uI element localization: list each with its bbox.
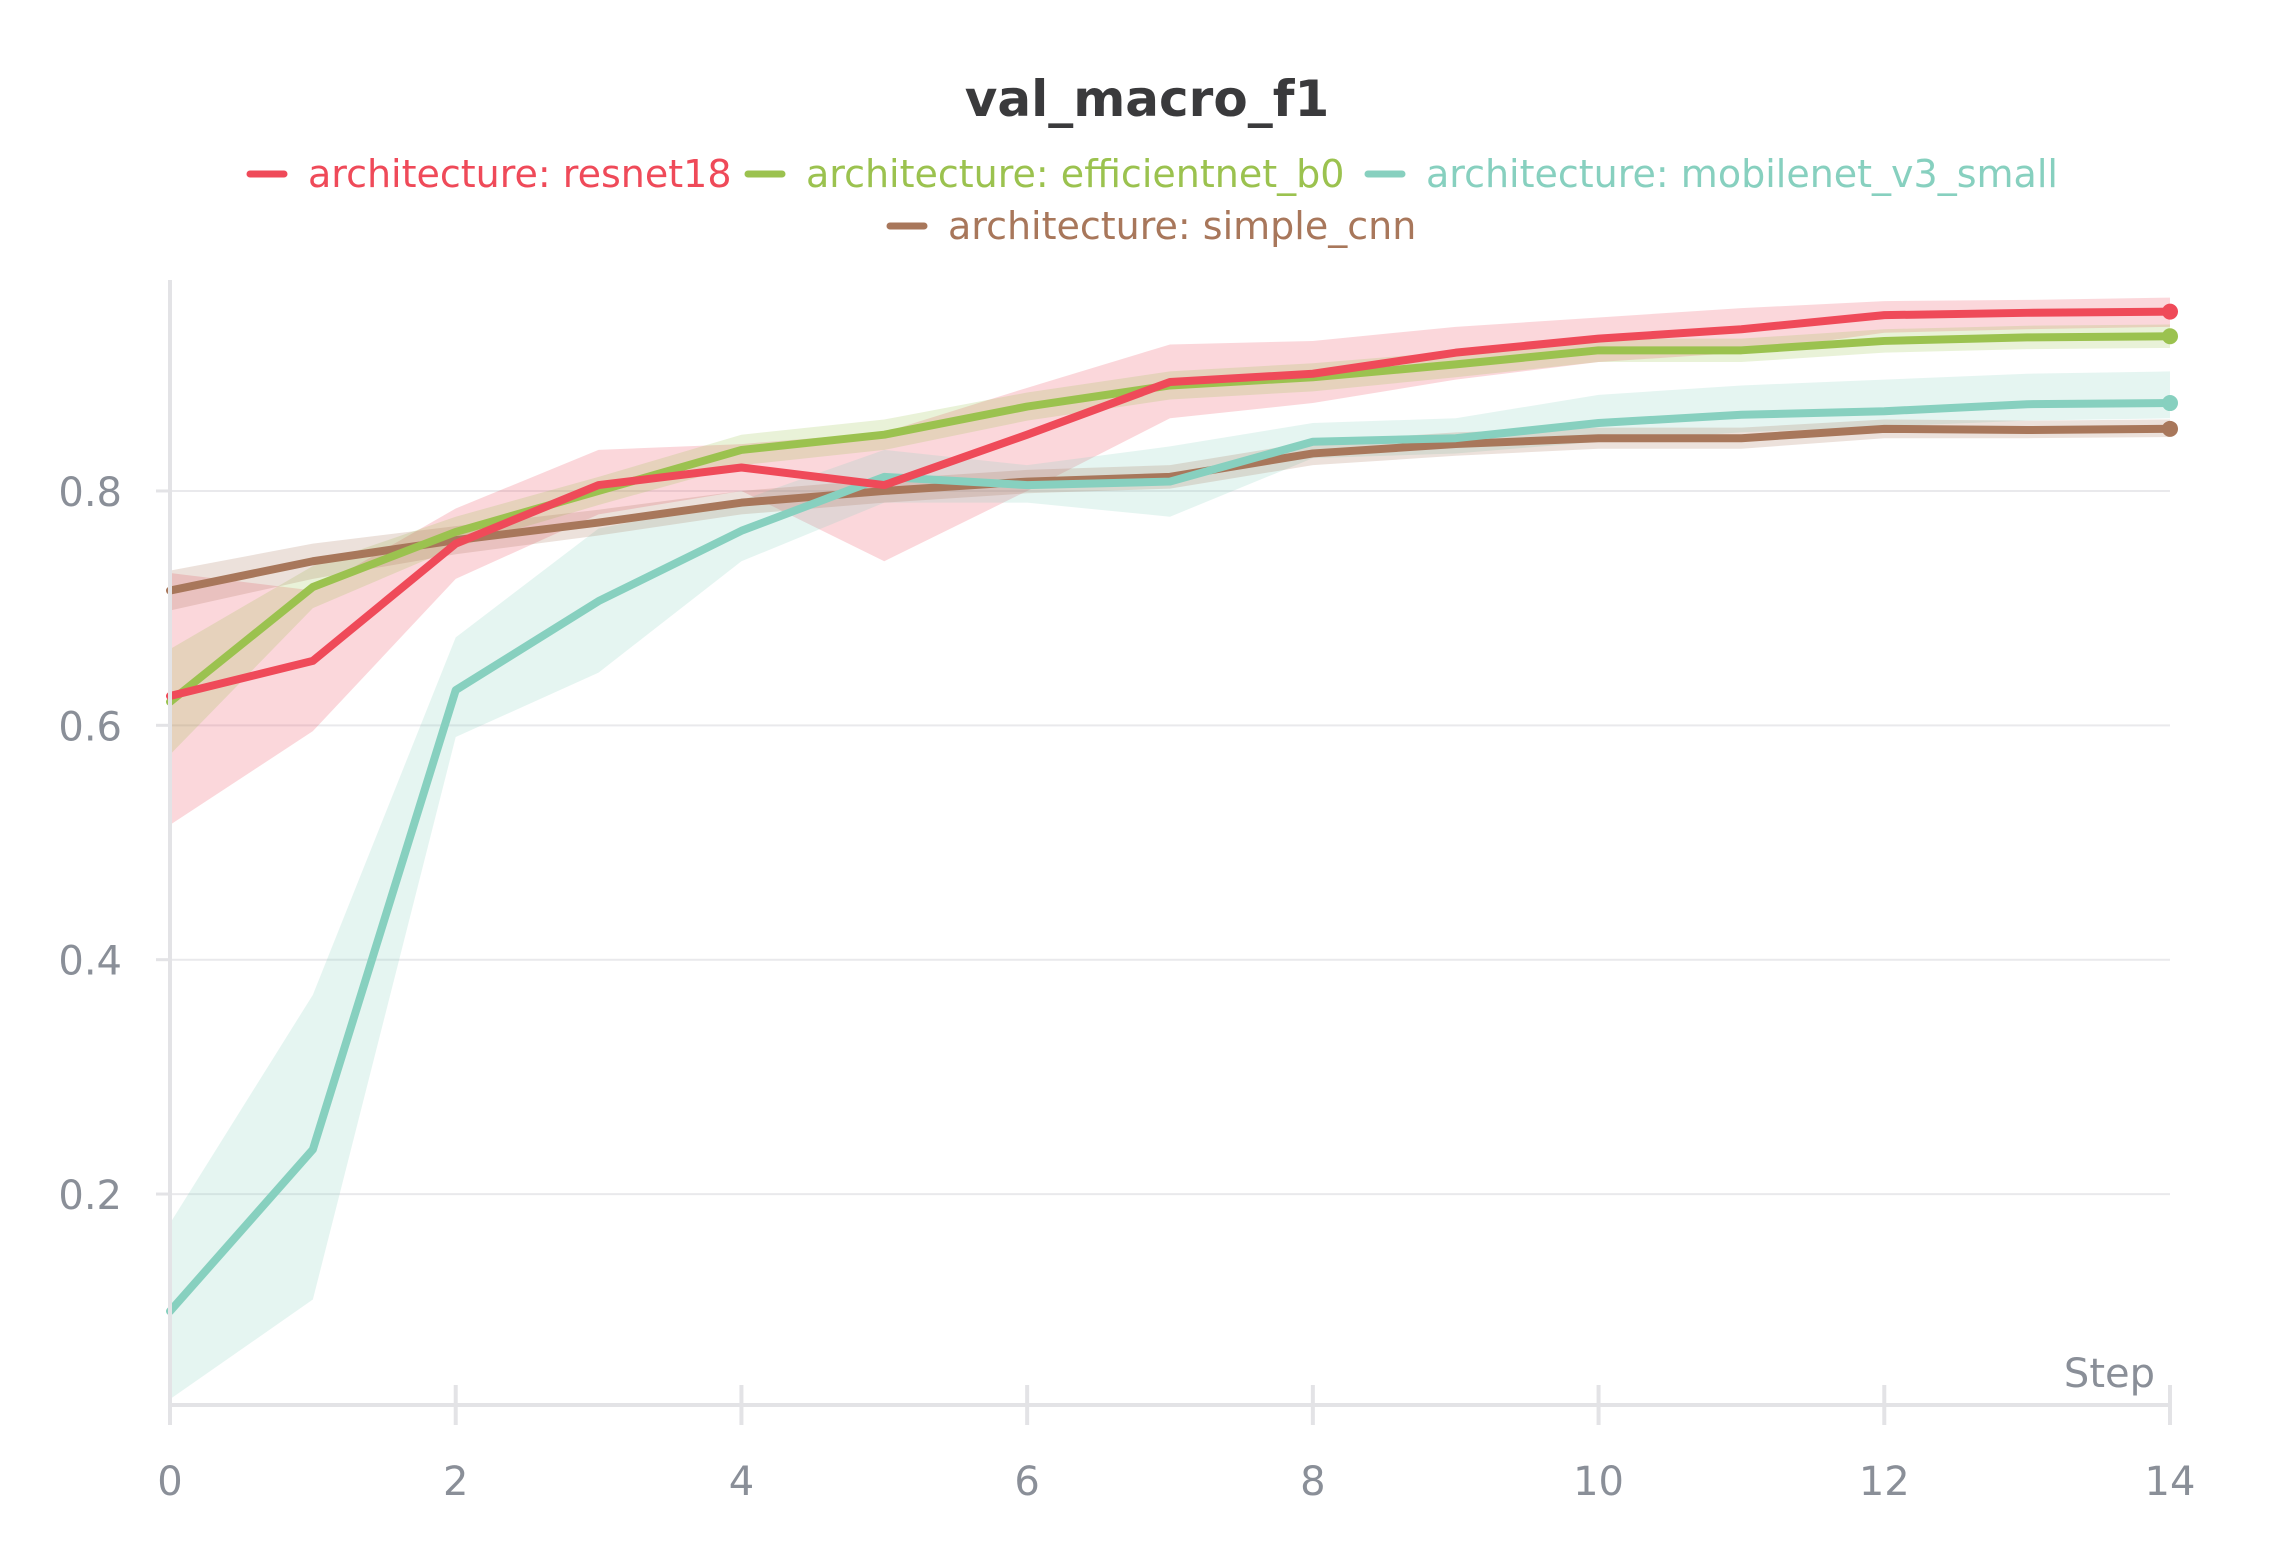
axes: 0 2 4 6 8 10 12 14 <box>157 280 2195 1505</box>
x-tick-label: 8 <box>1300 1459 1325 1505</box>
legend-item: architecture: simple_cnn <box>886 204 1416 248</box>
legend-item: architecture: mobilenet_v3_small <box>1364 152 2058 196</box>
x-tick-label: 2 <box>443 1459 468 1505</box>
x-tick-label: 0 <box>157 1459 182 1505</box>
x-tick-label: 4 <box>729 1459 754 1505</box>
series-endpoint <box>2162 328 2178 345</box>
y-tick-label: 0.8 <box>58 470 122 516</box>
legend-label: architecture: mobilenet_v3_small <box>1426 152 2058 196</box>
y-tick-label: 0.2 <box>58 1173 122 1219</box>
series-endpoint <box>2162 395 2178 412</box>
legend-label: architecture: simple_cnn <box>948 204 1416 248</box>
x-tick-label: 12 <box>1859 1459 1910 1505</box>
legend-label: architecture: resnet18 <box>308 152 732 196</box>
chart-title: val_macro_f1 <box>965 70 1330 128</box>
series-endpoint <box>2162 420 2178 437</box>
confidence-band <box>170 419 2170 611</box>
confidence-bands <box>170 297 2170 1400</box>
x-axis-label: Step <box>2064 1351 2155 1397</box>
x-tick-label: 6 <box>1014 1459 1039 1505</box>
legend-item: architecture: efficientnet_b0 <box>744 152 1344 196</box>
series-endpoint <box>2162 303 2178 320</box>
legend-item: architecture: resnet18 <box>246 152 732 196</box>
x-tick-label: 10 <box>1573 1459 1624 1505</box>
x-tick-label: 14 <box>2145 1459 2196 1505</box>
y-tick-label: 0.4 <box>58 939 122 985</box>
confidence-band <box>170 297 2170 825</box>
series-line <box>166 399 2174 1316</box>
y-tick-label: 0.6 <box>58 704 122 750</box>
grid: 0.2 0.4 0.6 0.8 <box>58 470 2170 1219</box>
series-line <box>166 424 2174 595</box>
legend: architecture: resnet18 architecture: effi… <box>246 152 2058 248</box>
series-line <box>166 307 2174 701</box>
series-lines <box>166 303 2178 1316</box>
legend-label: architecture: efficientnet_b0 <box>806 152 1344 196</box>
